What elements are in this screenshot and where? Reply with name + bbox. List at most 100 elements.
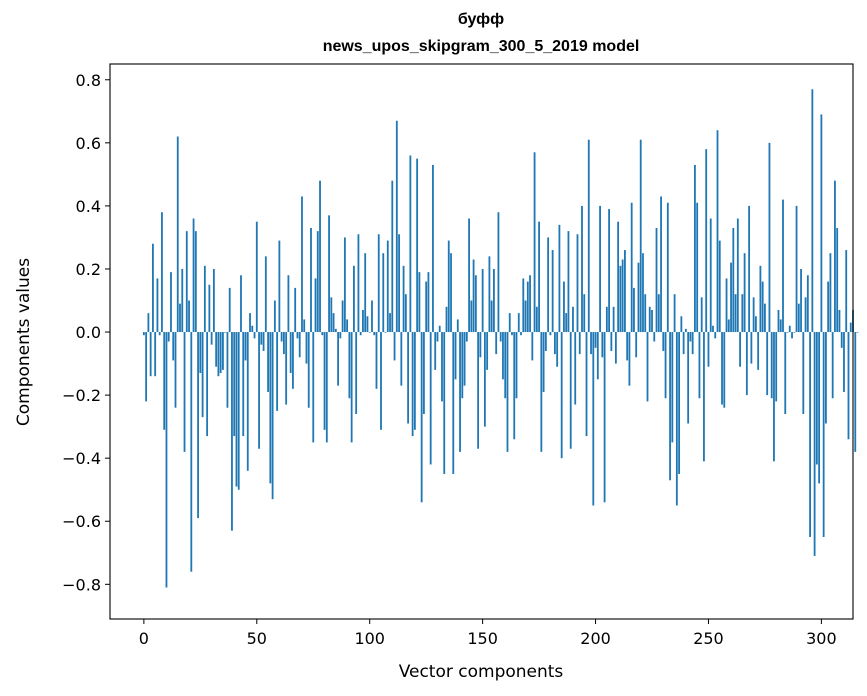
bar: [456, 319, 459, 333]
bar: [646, 332, 649, 402]
bar: [739, 332, 741, 367]
bar: [167, 332, 170, 342]
bar: [386, 240, 389, 333]
bar: [788, 325, 791, 333]
bar: [813, 332, 816, 556]
bar: [231, 332, 233, 531]
bar: [142, 332, 145, 336]
bar: [666, 202, 669, 333]
bar: [565, 313, 568, 333]
bar: [626, 332, 629, 361]
bar: [343, 237, 346, 333]
bar: [723, 332, 726, 408]
bar: [811, 89, 814, 333]
bar: [479, 332, 482, 358]
bar: [703, 332, 705, 462]
bar: [569, 332, 572, 449]
bar: [215, 332, 218, 367]
y-tick-label: 0.8: [76, 71, 101, 90]
y-tick-label: −0.6: [62, 512, 101, 531]
bar: [156, 278, 159, 333]
bars-group: [142, 89, 859, 588]
bar: [481, 268, 484, 333]
bar: [797, 303, 800, 333]
bar: [393, 332, 396, 361]
bar: [743, 253, 746, 333]
bar: [310, 227, 312, 333]
bar: [246, 332, 249, 471]
bar: [560, 332, 563, 459]
bar: [194, 231, 197, 333]
bar: [255, 221, 258, 333]
bar: [594, 332, 597, 348]
bar: [398, 234, 400, 333]
bar: [639, 139, 642, 333]
bar: [660, 196, 662, 333]
bar: [775, 332, 778, 402]
bar: [339, 332, 342, 339]
bar: [614, 332, 617, 364]
bar: [380, 332, 382, 430]
bar: [495, 332, 498, 355]
bar: [531, 332, 534, 361]
bar: [271, 332, 274, 500]
bar: [669, 332, 671, 481]
bar: [244, 332, 247, 361]
bar: [818, 332, 821, 484]
bar: [486, 332, 489, 370]
bar: [179, 303, 181, 333]
bar: [240, 275, 242, 333]
bar: [490, 300, 493, 333]
bar: [253, 332, 256, 339]
bar: [563, 281, 565, 333]
bar: [779, 319, 782, 333]
bar: [242, 332, 245, 437]
bar: [483, 332, 486, 427]
bar: [364, 253, 367, 333]
bar: [303, 319, 306, 333]
bar: [590, 332, 592, 355]
bar: [725, 278, 728, 333]
chart-title: буфф: [458, 11, 504, 28]
bar: [172, 332, 175, 361]
bar: [849, 322, 852, 333]
x-tick-label: 250: [693, 629, 724, 648]
bar: [802, 332, 805, 415]
bar: [429, 332, 432, 465]
bar: [459, 332, 461, 452]
bar: [617, 221, 620, 333]
bar: [468, 218, 470, 333]
bar: [145, 332, 148, 402]
bar: [705, 149, 708, 333]
bar: [445, 306, 448, 333]
bar: [820, 114, 823, 333]
bar: [357, 234, 360, 333]
bar: [377, 234, 380, 333]
bar: [395, 120, 398, 333]
bar: [745, 332, 748, 396]
y-tick-label: −0.2: [62, 386, 101, 405]
bar: [359, 332, 362, 336]
bar: [599, 205, 601, 333]
bar: [712, 325, 714, 333]
bar: [368, 332, 371, 333]
bar: [497, 212, 500, 333]
bar: [224, 332, 227, 333]
bar: [567, 231, 570, 333]
bar: [696, 202, 699, 333]
y-tick-label: 0.6: [76, 134, 101, 153]
bar: [506, 332, 509, 452]
y-axis-ticks: −0.8 −0.6 −0.4 −0.2 0.0 0.2 0.4 0.6 0.8: [62, 71, 110, 594]
bar: [612, 306, 615, 333]
bar: [282, 332, 285, 355]
bar: [416, 158, 419, 333]
bar: [768, 142, 771, 333]
bar: [438, 325, 441, 333]
bar: [423, 332, 425, 415]
bar: [508, 313, 511, 333]
bar: [226, 332, 229, 408]
bar: [183, 332, 186, 452]
x-axis-ticks: 0 50 100 150 200 250 300: [139, 619, 837, 648]
bar: [208, 284, 211, 333]
bar: [657, 294, 660, 333]
